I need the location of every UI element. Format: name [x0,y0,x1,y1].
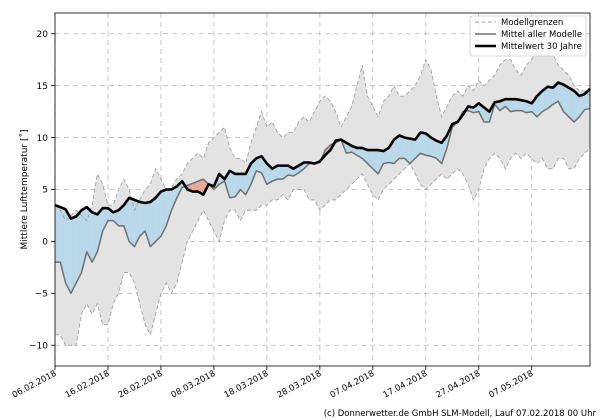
anomaly-below-segment [55,205,61,263]
anomaly-below-segment [537,90,543,117]
model-limit-min-line [55,147,591,346]
anomaly-below-segment [139,201,146,237]
anomaly-below-segment [150,197,156,247]
copyright-note: (c) Donnerwetter.de GmbH SLM-Modell, Lau… [324,409,597,419]
anomaly-below-segment [547,86,553,109]
anomaly-below-segment [65,209,71,294]
y-tick-label: 20 [37,30,49,40]
anomaly-below-segment [76,210,82,283]
anomaly-below-segment [160,189,167,237]
anomaly-below-segment [123,197,130,242]
anomaly-below-segment [166,189,172,226]
y-tick-label: −10 [29,341,48,351]
anomaly-below-segment [515,99,522,111]
legend-box [469,15,587,57]
anomaly-below-segment [372,150,379,174]
legend-label-model-mean: Mittel aller Modelle [501,30,582,40]
y-tick-label: 5 [42,186,48,196]
anomaly-below-segment [383,147,389,164]
anomaly-below-segment [399,135,405,159]
anomaly-below-segment [277,165,283,180]
y-tick-label: 0 [42,238,48,248]
anomaly-below-segment [436,140,442,164]
anomaly-above-segment [198,179,204,195]
anomaly-below-segment [574,90,580,123]
legend-label-climate-mean: Mittelwert 30 Jahre [501,42,582,52]
anomaly-below-segment [505,99,511,112]
anomaly-below-segment [86,207,93,263]
model-mean-line [55,100,591,295]
anomaly-below-segment [510,99,516,112]
anomaly-below-segment [521,100,527,113]
anomaly-below-segment [60,207,66,283]
envelope-fill [55,44,590,346]
y-axis-label: Mittlere Lufttemperatur [˚] [19,130,30,250]
anomaly-below-segment [378,150,384,174]
anomaly-below-segment [256,156,262,173]
anomaly-below-segment [568,87,575,123]
legend: Modellgrenzen Mittel aller Modelle Mitte… [469,15,587,57]
anomaly-below-segment [531,96,538,117]
anomaly-below-segment [240,173,246,195]
anomaly-below-segment [409,138,416,164]
anomaly-below-segment [388,139,395,164]
anomaly-below-segment [431,137,437,159]
anomaly-below-segment [542,86,548,112]
climate-mean-line [54,81,591,220]
anomaly-below-segment [362,147,368,164]
anomaly-below-segment [92,212,98,263]
series-lines [54,43,591,346]
anomaly-below-segment [145,201,151,247]
model-limit-max-line [54,43,591,222]
anomaly-below-segment [563,84,569,117]
y-tick-label: 10 [37,134,49,144]
anomaly-below-segment [171,186,177,211]
anomaly-below-segment [97,208,103,252]
anomaly-below-segment [272,165,278,182]
anomaly-below-segment [404,137,410,164]
anomaly-below-segment [102,208,108,232]
y-tick-label: 15 [37,82,48,92]
anomaly-below-segment [394,135,400,164]
anomaly-below-segment [129,197,135,247]
anomaly-below-segment [425,133,432,157]
anomaly-below-segment [134,199,140,247]
model-envelope [55,44,590,346]
anomaly-above-segment [192,181,199,192]
anomaly-below-segment [558,82,564,112]
anomaly-below-segment [250,158,257,185]
anomaly-below-segment [70,216,77,294]
anomaly-below-segment [420,132,426,156]
y-axis: −10 −5 0 5 10 15 20 [29,30,55,351]
y-tick-label: −5 [35,290,48,300]
anomaly-below-segment [155,191,161,242]
legend-label-model-limits: Modellgrenzen [501,18,563,28]
anomaly-below-segment [229,170,236,198]
